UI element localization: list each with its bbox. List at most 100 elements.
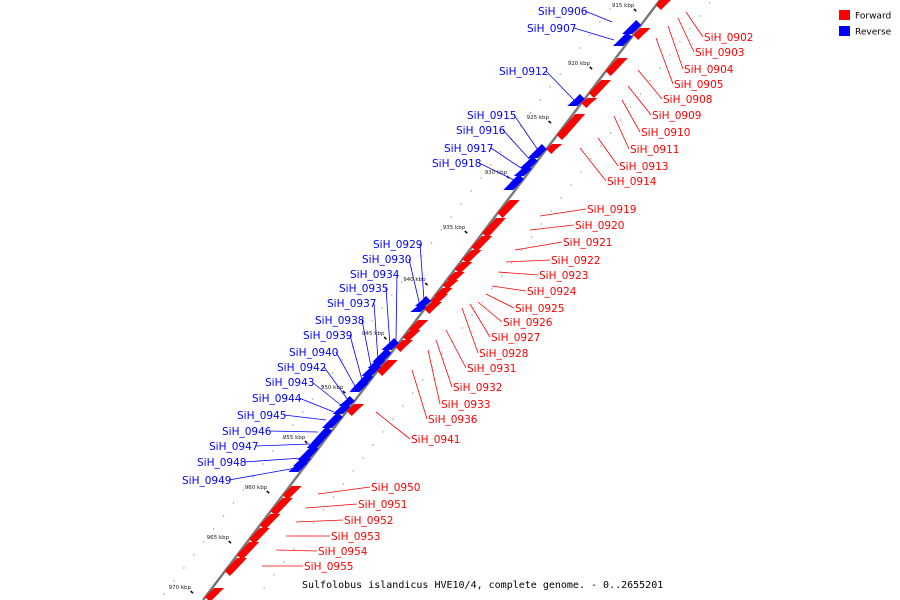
leader-sih_0915	[513, 114, 539, 151]
leader-sih_0940	[335, 351, 357, 389]
kbp-tick-label: 970 kbp	[169, 585, 192, 591]
legend-label-forward: Forward	[855, 12, 891, 22]
guide-dot	[362, 457, 364, 459]
gene-feature-sih_0905	[633, 28, 651, 40]
kbp-tick-label: 925 kbp	[527, 115, 550, 121]
gene-label-sih_0906: SiH_0906	[538, 6, 588, 18]
gene-feature-sih_0920	[482, 218, 506, 238]
guide-dot	[381, 307, 383, 309]
leader-sih_0907	[573, 27, 615, 41]
guide-dot	[331, 372, 334, 374]
leader-sih_0948	[243, 457, 303, 463]
gene-feature-sih_0925	[442, 280, 459, 290]
guide-dot	[460, 203, 462, 205]
gene-label-sih_0923: SiH_0923	[539, 270, 588, 282]
gene-label-sih_0949: SiH_0949	[182, 475, 231, 487]
guide-dot	[639, 93, 642, 95]
gene-label-sih_0902: SiH_0902	[704, 32, 753, 44]
guide-dot	[272, 450, 274, 452]
gene-feature-sih_0918	[503, 174, 524, 190]
kbp-tick-mark	[464, 230, 468, 234]
leader-sih_0906	[584, 10, 613, 23]
leader-sih_0921	[514, 241, 563, 251]
guide-dot	[550, 210, 552, 212]
guide-dot	[511, 262, 513, 264]
gene-label-sih_0909: SiH_0909	[652, 110, 701, 122]
leader-sih_0936	[411, 369, 428, 420]
guide-dot	[252, 476, 254, 478]
guide-dot	[322, 509, 325, 511]
gene-feature-sih_0929	[414, 296, 431, 306]
gene-label-sih_0941: SiH_0941	[411, 434, 460, 446]
guide-dot	[263, 587, 265, 589]
gene-label-sih_0929: SiH_0929	[373, 239, 422, 251]
guide-dot	[293, 548, 295, 550]
gene-feature-sih_0910	[581, 98, 598, 108]
gene-label-sih_0937: SiH_0937	[327, 298, 376, 310]
leader-sih_0926	[477, 301, 503, 323]
gene-label-sih_0905: SiH_0905	[674, 79, 723, 91]
gene-label-sih_0934: SiH_0934	[350, 269, 400, 281]
leader-sih_0931	[445, 329, 467, 369]
kbp-ticks: 915 kbp 920 kbp 925 kbp 930 kbp 935 kbp 940 k…	[169, 3, 637, 594]
guide-dot	[689, 28, 691, 30]
guide-dot	[222, 515, 225, 517]
guide-dot	[559, 73, 561, 75]
guide-dot	[480, 177, 482, 179]
guide-dot	[242, 489, 244, 491]
guide-dot	[371, 320, 373, 322]
gene-label-sih_0908: SiH_0908	[663, 94, 712, 106]
kbp-tick-mark	[190, 590, 194, 594]
gene-label-sih_0932: SiH_0932	[453, 382, 502, 394]
kbp-tick-label: 920 kbp	[568, 61, 591, 67]
gene-label-sih_0942: SiH_0942	[277, 362, 326, 374]
gene-feature-sih_0946	[297, 444, 319, 460]
gene-feature-sih_0909	[588, 80, 612, 98]
leader-sih_0933	[427, 349, 441, 405]
leader-sih_0952	[295, 519, 344, 523]
guide-dot	[619, 119, 622, 121]
gene-feature-sih_0916	[520, 156, 538, 168]
gene-feature-sih_0917	[513, 164, 532, 176]
guide-dot	[302, 411, 304, 413]
leader-sih_0929	[419, 243, 425, 301]
leader-sih_0935	[385, 287, 391, 347]
gene-label-sih_0928: SiH_0928	[479, 348, 528, 360]
guide-dot	[352, 470, 354, 472]
guide-dot	[481, 301, 483, 303]
legend-label-reverse: Reverse	[855, 28, 892, 38]
leader-sih_0922	[505, 259, 551, 263]
guide-dot	[461, 327, 463, 329]
kbp-tick-label: 930 kbp	[485, 170, 508, 176]
guide-dot	[342, 483, 344, 485]
leader-sih_0923	[497, 271, 539, 276]
gene-feature-sih_0933	[395, 340, 413, 352]
guide-dot	[500, 151, 502, 153]
guide-dot	[491, 288, 493, 290]
leader-sih_0932	[435, 339, 453, 388]
leader-sih_0905	[655, 37, 674, 85]
gene-feature-sih_0908	[605, 58, 628, 76]
guide-dot	[570, 184, 572, 186]
leader-sih_0951	[305, 503, 358, 509]
gene-feature-sih_0932	[403, 330, 421, 342]
guide-dot	[450, 216, 452, 218]
leader-sih_0903	[677, 17, 695, 53]
leader-sih_0950	[317, 486, 371, 495]
guide-dot	[669, 54, 671, 56]
guide-dot	[382, 431, 384, 433]
kbp-tick-mark	[383, 336, 388, 340]
kbp-tick-label: 940 kbp	[403, 277, 426, 283]
gene-label-sih_0954: SiH_0954	[318, 546, 368, 558]
kbp-tick-label: 965 kbp	[207, 535, 230, 541]
guide-dot	[610, 132, 612, 134]
guide-dot	[539, 99, 542, 101]
guide-dot	[440, 229, 443, 231]
kbp-tick-label: 945 kbp	[362, 331, 385, 337]
gene-feature-sih_0945	[306, 426, 332, 448]
leader-sih_0925	[485, 293, 515, 309]
guide-dot	[679, 41, 681, 43]
legend: Forward Reverse	[839, 10, 892, 38]
gene-feature-sih_0935	[372, 348, 392, 362]
leader-sih_0910	[621, 99, 641, 133]
